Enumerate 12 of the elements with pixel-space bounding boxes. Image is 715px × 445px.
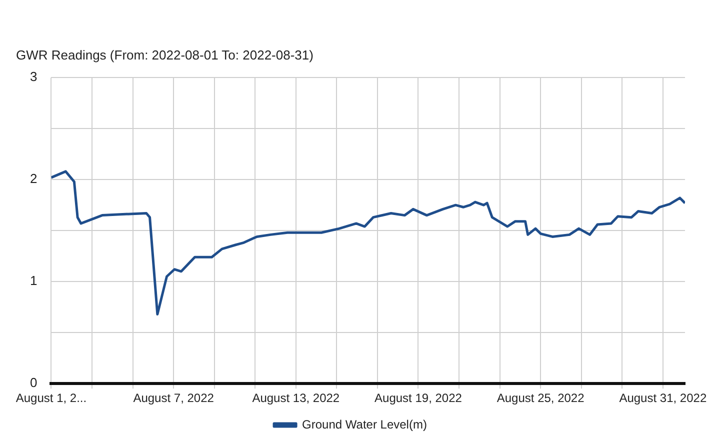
x-tick-label: August 25, 2022	[496, 391, 585, 406]
chart-title: GWR Readings (From: 2022-08-01 To: 2022-08-31)	[16, 47, 314, 62]
x-tick-label: August 7, 2022	[133, 391, 214, 406]
y-tick-label: 0	[30, 375, 38, 390]
x-tick-label: August 31, 2022	[619, 391, 707, 406]
y-tick-label: 3	[30, 69, 38, 84]
x-tick-label: August 19, 2022	[374, 391, 462, 406]
y-tick-label: 1	[30, 273, 38, 288]
y-tick-label: 2	[30, 171, 38, 186]
x-tick-label: August 13, 2022	[252, 391, 340, 406]
legend-label: Ground Water Level(m)	[302, 417, 427, 432]
x-tick-label: August 1, 2...	[16, 391, 87, 406]
